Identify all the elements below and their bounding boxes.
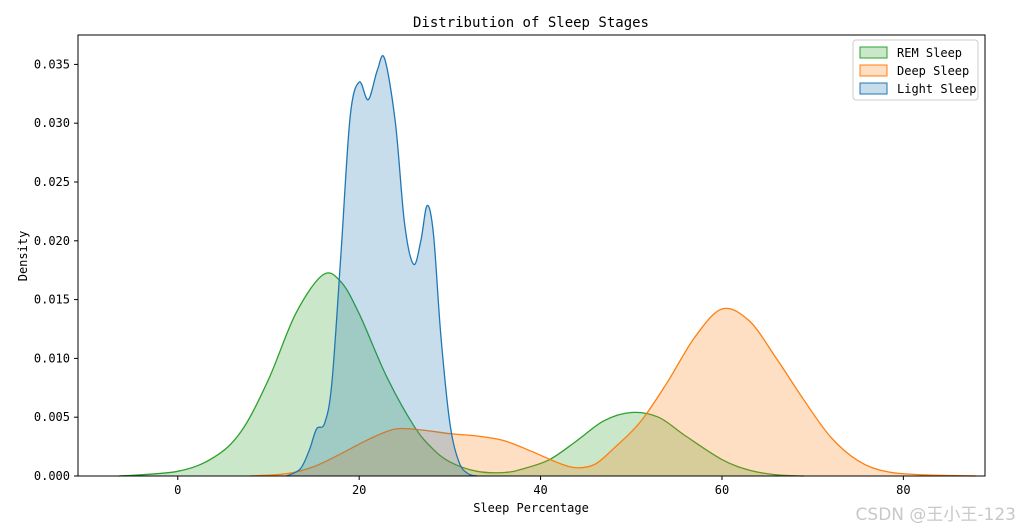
y-axis-title: Density <box>16 231 30 282</box>
density-line-rem-sleep <box>118 272 804 477</box>
y-tick-label: 0.015 <box>34 293 70 307</box>
density-area-deep-sleep <box>250 308 976 476</box>
density-line-light-sleep <box>286 55 478 477</box>
x-axis-title: Sleep Percentage <box>473 501 589 515</box>
y-tick-label: 0.005 <box>34 410 70 424</box>
x-tick-label: 60 <box>715 483 729 497</box>
legend-label-rem-sleep: REM Sleep <box>897 46 962 60</box>
x-axis: 0 20 40 60 80 <box>174 476 911 497</box>
x-tick-label: 40 <box>533 483 547 497</box>
legend-box <box>852 39 979 101</box>
y-tick-label: 0.020 <box>34 234 70 248</box>
x-tick-label: 0 <box>174 483 181 497</box>
watermark: CSDN @王小王-123 <box>856 505 1016 525</box>
chart-title: Distribution of Sleep Stages <box>413 15 649 31</box>
plot-frame <box>77 34 986 477</box>
y-tick-label: 0.030 <box>34 116 70 130</box>
legend-swatch-light-sleep <box>859 82 888 95</box>
legend-label-deep-sleep: Deep Sleep <box>897 64 969 78</box>
legend-label-light-sleep: Light Sleep <box>897 82 976 96</box>
density-area-light-sleep <box>286 55 478 477</box>
density-area-rem-sleep <box>118 272 804 476</box>
legend: REM Sleep Deep Sleep Light Sleep <box>852 39 979 101</box>
legend-swatch-deep-sleep <box>859 64 888 77</box>
y-tick-label: 0.025 <box>34 175 70 189</box>
density-line-deep-sleep <box>250 307 976 477</box>
x-tick-label: 80 <box>896 483 910 497</box>
x-tick-label: 20 <box>352 483 366 497</box>
y-axis: 0.000 0.005 0.010 0.015 0.020 0.025 0.030 0.035 <box>34 57 78 483</box>
plot-area <box>118 55 976 477</box>
y-tick-label: 0.000 <box>34 469 70 483</box>
y-tick-label: 0.035 <box>34 57 70 71</box>
y-tick-label: 0.010 <box>34 351 70 365</box>
legend-swatch-rem-sleep <box>859 46 888 59</box>
